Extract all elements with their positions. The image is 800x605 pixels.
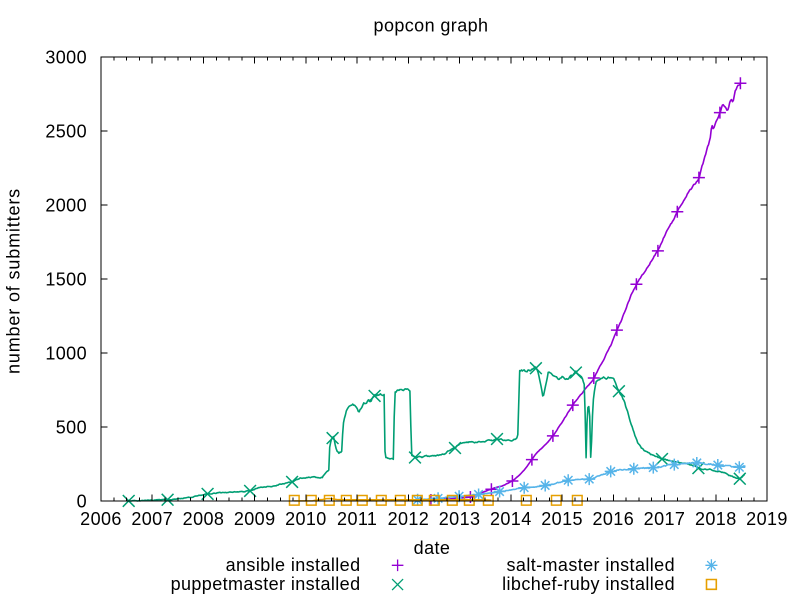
- svg-text:1500: 1500: [45, 269, 87, 289]
- svg-text:2013: 2013: [439, 509, 481, 529]
- svg-text:2010: 2010: [285, 509, 327, 529]
- svg-text:2018: 2018: [695, 509, 737, 529]
- svg-text:2019: 2019: [746, 509, 788, 529]
- svg-text:popcon graph: popcon graph: [374, 16, 489, 36]
- svg-text:ansible installed: ansible installed: [226, 555, 361, 575]
- svg-text:number of submitters: number of submitters: [4, 188, 24, 374]
- svg-text:2012: 2012: [388, 509, 430, 529]
- svg-text:libchef-ruby installed: libchef-ruby installed: [502, 574, 675, 594]
- svg-text:2015: 2015: [541, 509, 583, 529]
- svg-text:2014: 2014: [490, 509, 532, 529]
- svg-text:2016: 2016: [592, 509, 634, 529]
- svg-text:salt-master installed: salt-master installed: [507, 555, 675, 575]
- svg-text:2007: 2007: [131, 509, 173, 529]
- svg-text:2011: 2011: [337, 509, 377, 529]
- svg-text:2008: 2008: [183, 509, 225, 529]
- svg-text:3000: 3000: [45, 47, 87, 67]
- svg-text:2500: 2500: [45, 121, 87, 141]
- svg-text:500: 500: [56, 417, 87, 437]
- svg-text:2006: 2006: [80, 509, 122, 529]
- svg-text:2017: 2017: [644, 509, 686, 529]
- svg-text:date: date: [414, 538, 451, 558]
- svg-text:1000: 1000: [45, 343, 87, 363]
- svg-text:puppetmaster installed: puppetmaster installed: [171, 574, 361, 594]
- svg-text:2009: 2009: [234, 509, 276, 529]
- svg-text:0: 0: [77, 491, 87, 511]
- svg-text:2000: 2000: [45, 195, 87, 215]
